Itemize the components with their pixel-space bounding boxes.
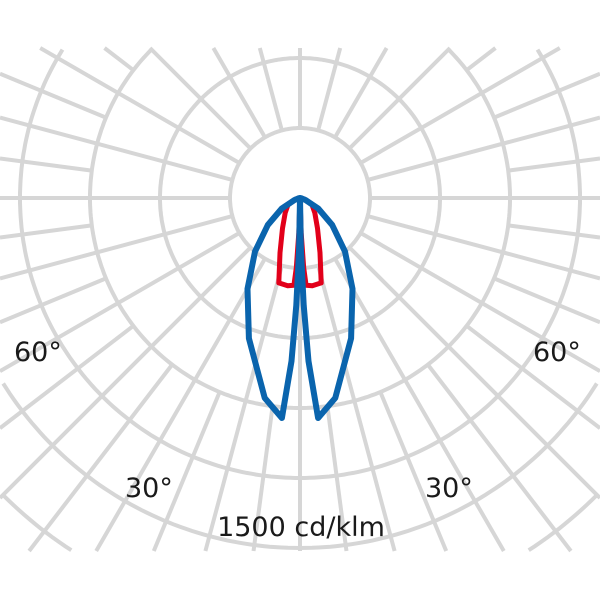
grid-spoke-minor: [378, 391, 449, 552]
grid-spoke-minor: [0, 324, 135, 430]
grid-spoke-minor: [251, 405, 275, 552]
grid-spoke: [148, 46, 252, 150]
grid-spoke: [0, 231, 241, 373]
grid-spoke-minor: [0, 156, 93, 173]
grid-ring: [1, 382, 599, 550]
grid-spoke: [367, 115, 600, 182]
grid-spoke: [39, 46, 241, 165]
grid-spoke-minor: [0, 71, 107, 120]
grid-ring: [18, 48, 582, 480]
grid-spoke: [367, 214, 600, 281]
grid-spoke: [94, 257, 267, 552]
grid-spoke: [333, 47, 389, 139]
grid-spoke-minor: [426, 363, 573, 553]
grid-spoke: [359, 46, 561, 165]
angle-label-right-30: 30°: [425, 473, 473, 504]
grid-spoke-minor: [0, 276, 107, 325]
grid-spoke-minor: [493, 276, 600, 325]
intensity-curves: [244, 195, 356, 421]
grid-spoke-minor: [27, 363, 174, 553]
grid-spoke-minor: [151, 391, 222, 552]
grid-spoke: [348, 246, 600, 500]
grid-spoke: [316, 265, 397, 552]
grid-spoke: [0, 115, 233, 182]
grid-ring: [1, 493, 599, 552]
grid-spoke-minor: [465, 46, 497, 72]
grid-spoke-minor: [507, 223, 600, 240]
grid-spoke: [211, 47, 267, 139]
grid-spoke-minor: [507, 156, 600, 173]
grid-spoke: [333, 257, 506, 553]
grid-spoke: [348, 46, 452, 150]
grid-spoke-minor: [103, 46, 135, 72]
grid-spoke: [316, 47, 343, 131]
polar-grid: [0, 46, 600, 553]
grid-spoke: [0, 246, 252, 500]
scale-unit-label: 1500 cd/klm: [217, 512, 385, 543]
angle-label-left-60: 60°: [14, 337, 62, 368]
angle-label-right-60: 60°: [533, 337, 581, 368]
grid-spoke: [359, 231, 600, 373]
grid-spoke-minor: [493, 71, 600, 120]
grid-spoke: [203, 265, 284, 552]
series-curve-blue: [244, 195, 356, 421]
grid-spoke: [0, 214, 233, 281]
grid-spoke-minor: [325, 405, 349, 552]
grid-spoke: [257, 47, 284, 131]
angle-label-left-30: 30°: [125, 473, 173, 504]
grid-spoke-minor: [465, 324, 600, 430]
grid-spoke-minor: [0, 223, 93, 240]
